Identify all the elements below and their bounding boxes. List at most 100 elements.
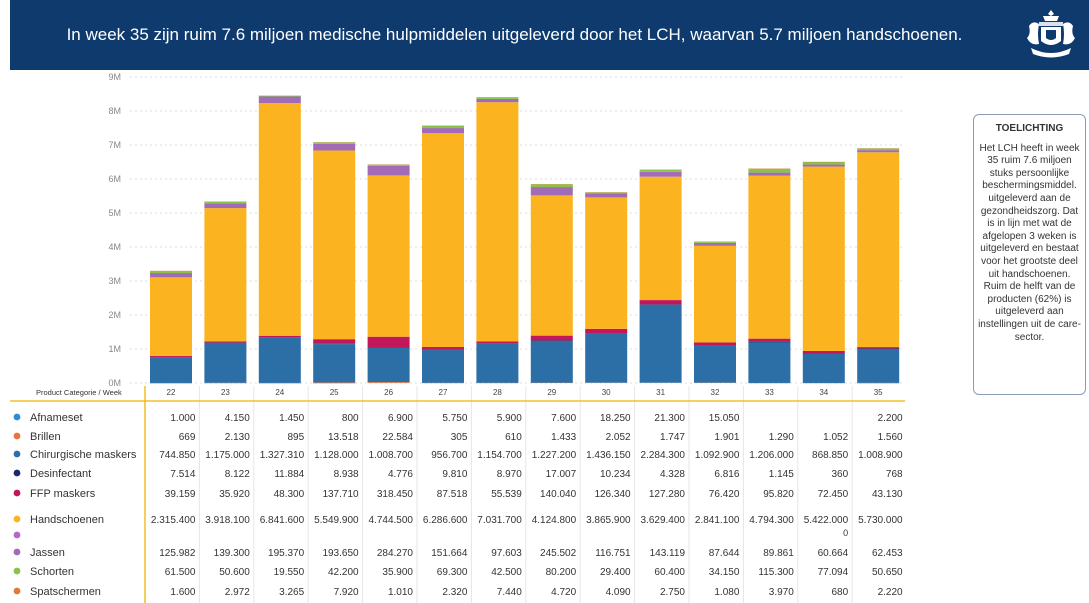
week-label: 27 xyxy=(439,388,448,397)
table-cell: 11.884 xyxy=(274,469,304,480)
y-tick-label: 2M xyxy=(108,310,121,320)
bar-segment xyxy=(422,350,464,383)
table-cell: 1.206.000 xyxy=(749,450,794,461)
rijksoverheid-crest-icon xyxy=(1027,10,1075,58)
y-tick-label: 4M xyxy=(108,242,121,252)
table-cell: 318.450 xyxy=(377,489,414,500)
table-cell: 4.776 xyxy=(388,469,413,480)
table-cell: 80.200 xyxy=(546,567,577,578)
table-cell: 50.600 xyxy=(219,567,250,578)
legend-dot xyxy=(13,489,21,497)
table-cell: 39.159 xyxy=(165,489,196,500)
table-cell: 7.440 xyxy=(497,587,522,598)
table-cell: 60.664 xyxy=(818,548,849,559)
table-cell: 72.450 xyxy=(818,489,849,500)
table-cell: 127.280 xyxy=(649,489,686,500)
table-cell: 151.664 xyxy=(431,548,468,559)
table-cell: 87.518 xyxy=(437,489,468,500)
table-cell: 137.710 xyxy=(322,489,359,500)
table-cell: 2.220 xyxy=(878,587,903,598)
table-cell: 55.539 xyxy=(491,489,522,500)
table-cell: 18.250 xyxy=(600,413,631,424)
table-cell: 1.600 xyxy=(170,587,195,598)
bar-segment xyxy=(530,195,573,336)
bar-segment xyxy=(802,164,845,167)
bar-segment xyxy=(694,342,736,346)
bar-segment xyxy=(313,344,356,383)
table-cell: 1.901 xyxy=(714,432,739,443)
row-label: Jassen xyxy=(30,547,65,559)
table-cell: 2.320 xyxy=(442,587,467,598)
bar-segment xyxy=(585,192,628,194)
week-label: 26 xyxy=(384,388,393,397)
table-cell: 1.000 xyxy=(170,413,195,424)
table-cell: 1.092.900 xyxy=(695,450,740,461)
bar-segment xyxy=(367,381,410,383)
table-cell: 669 xyxy=(179,432,196,443)
bar-segment xyxy=(748,175,791,339)
table-cell: 895 xyxy=(288,432,305,443)
toelichting-text: Het LCH heeft in week 35 ruim 7.6 miljoe… xyxy=(978,142,1081,343)
table-cell: 1.154.700 xyxy=(477,450,522,461)
bar-segment xyxy=(694,242,736,246)
table-cell: 1.145 xyxy=(769,469,794,480)
bar-segment xyxy=(585,193,628,198)
bar-segment xyxy=(857,152,900,348)
bar-segment xyxy=(530,340,573,383)
bar-segment xyxy=(204,203,247,209)
table-cell: 3.918.100 xyxy=(205,515,250,526)
bar-segment xyxy=(476,97,519,99)
bar-segment xyxy=(585,197,628,329)
row-label: Handschoenen xyxy=(30,514,104,526)
table-cell: 62.453 xyxy=(872,548,903,559)
stacked-bar-chart: 0M 1M 2M 3M 4M 5M 6M 7M 8M 9M Product Categorie /… xyxy=(10,72,905,603)
table-cell: 48.300 xyxy=(274,489,305,500)
table-cell: 956.700 xyxy=(431,450,468,461)
table-cell: 3.865.900 xyxy=(586,515,631,526)
row-label: Spatschermen xyxy=(30,586,101,598)
bar-segment xyxy=(367,347,410,382)
bar-segment xyxy=(748,338,791,342)
table-cell: 2.130 xyxy=(225,432,250,443)
table-cell: 680 xyxy=(832,587,849,598)
bar-segment xyxy=(258,96,301,104)
page-title: In week 35 zijn ruim 7.6 miljoen medisch… xyxy=(66,25,963,44)
bar-segment xyxy=(694,241,736,243)
table-cell: 10.234 xyxy=(600,469,631,480)
legend-dot xyxy=(13,515,21,523)
table-cell: 1.080 xyxy=(714,587,739,598)
table-cell: 195.370 xyxy=(268,548,305,559)
table-cell: 8.938 xyxy=(334,469,359,480)
table-cell: 21.300 xyxy=(654,413,685,424)
table-cell: 2.315.400 xyxy=(151,515,196,526)
table-cell: 6.286.600 xyxy=(423,515,468,526)
table-cell: 2.284.300 xyxy=(641,450,686,461)
table-cell-extra: 0 xyxy=(843,528,848,538)
week-label: 35 xyxy=(874,388,883,397)
table-cell: 95.820 xyxy=(763,489,794,500)
bar-segment xyxy=(476,102,519,342)
row-label: Brillen xyxy=(30,431,61,443)
bar-segment xyxy=(422,125,464,129)
week-label: 32 xyxy=(711,388,720,397)
table-cell: 3.629.400 xyxy=(641,515,686,526)
row-label: Desinfectant xyxy=(30,468,91,480)
table-cell: 87.644 xyxy=(709,548,740,559)
bar-segment xyxy=(367,165,410,176)
bar-segment xyxy=(367,164,410,166)
table-cell: 6.900 xyxy=(388,413,413,424)
table-cell: 125.982 xyxy=(159,548,196,559)
table-cell: 4.090 xyxy=(606,587,631,598)
table-cell: 2.052 xyxy=(606,432,631,443)
table-cell: 2.200 xyxy=(878,413,903,424)
y-tick-label: 0M xyxy=(108,378,121,388)
legend-dot xyxy=(13,469,21,477)
table-cell: 360 xyxy=(832,469,849,480)
week-label: 25 xyxy=(330,388,339,397)
bar-segment xyxy=(204,201,247,204)
bar-segment xyxy=(639,304,682,383)
table-cell: 76.420 xyxy=(709,489,740,500)
row-label: Chirurgische maskers xyxy=(30,449,137,461)
bar-segment xyxy=(857,150,900,153)
bar-segment xyxy=(530,187,573,196)
